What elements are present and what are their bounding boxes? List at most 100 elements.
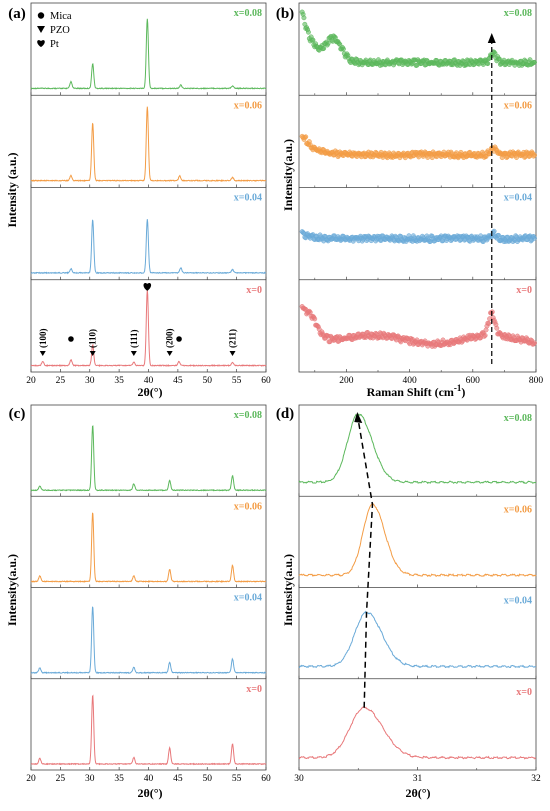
annotation-triangle — [39, 351, 46, 356]
mica-marker — [68, 336, 74, 342]
panel-label: (a) — [8, 6, 26, 22]
x-tick-label: 600 — [466, 376, 481, 386]
legend-label: PZO — [50, 25, 70, 36]
data-point — [494, 325, 500, 331]
series-label: x=0.04 — [504, 193, 532, 204]
annotation-triangle — [130, 351, 137, 356]
data-point — [532, 340, 537, 346]
series-line-x=0.04 — [30, 606, 267, 675]
series-points-x=0.04 — [299, 228, 537, 245]
x-tick-label: 55 — [232, 376, 242, 386]
series-label: x=0.08 — [504, 413, 532, 424]
series-points-x=0.08 — [299, 9, 537, 69]
series-line-x=0.06 — [30, 106, 267, 183]
y-axis-title: Intensity(a.u.) — [5, 554, 19, 626]
series-label: x=0.04 — [234, 193, 262, 204]
series-label: x=0 — [246, 285, 262, 296]
data-point — [532, 59, 537, 65]
series-line-x=0.08 — [30, 18, 267, 90]
legend-marker-triangle — [37, 26, 45, 33]
y-axis-title: Intensity(a.u.) — [281, 139, 295, 211]
series-points-x=0.06 — [299, 133, 537, 161]
annotation-label: (110) — [88, 329, 98, 348]
x-tick-label: 50 — [203, 376, 213, 386]
x-tick-label: 45 — [173, 774, 183, 784]
x-tick-label: 800 — [529, 376, 544, 386]
x-tick-label: 20 — [26, 774, 36, 784]
series-line-x=0 — [298, 706, 537, 760]
series-label: x=0.06 — [504, 504, 532, 515]
series-line-x=0.08 — [298, 413, 537, 484]
data-point — [482, 332, 488, 338]
series-line-x=0 — [30, 694, 267, 766]
data-point — [321, 46, 327, 51]
mica-marker — [176, 336, 182, 342]
x-tick-label: 50 — [203, 774, 213, 784]
series-label: x=0.04 — [234, 593, 262, 604]
panel-label: (c) — [9, 406, 26, 422]
data-point — [325, 40, 331, 46]
x-tick-label: 60 — [261, 376, 271, 386]
x-tick-label: 40 — [144, 376, 154, 386]
series-label: x=0.08 — [234, 410, 262, 421]
series-line-x=0.08 — [30, 425, 267, 492]
data-point — [527, 57, 533, 63]
series-points-x=0 — [299, 304, 537, 349]
x-tick-label: 35 — [114, 376, 124, 386]
series-label: x=0 — [516, 687, 532, 698]
data-point — [305, 29, 311, 35]
series-label: x=0.06 — [234, 501, 262, 512]
arrow-head — [487, 33, 496, 43]
x-tick-label: 35 — [114, 774, 124, 784]
x-tick-label: 20 — [26, 376, 36, 386]
x-tick-label: 32 — [531, 774, 541, 784]
data-point — [497, 56, 502, 62]
legend-marker-heart — [37, 40, 45, 47]
arrow-head — [354, 411, 363, 423]
data-point — [491, 228, 497, 234]
series-line-x=0.04 — [298, 610, 537, 669]
legend-label: Pt — [50, 39, 59, 50]
y-axis-title: Intensity (a.u.) — [5, 152, 19, 227]
x-tick-label: 45 — [173, 376, 183, 386]
annotation-triangle — [166, 351, 173, 356]
data-point — [483, 327, 489, 333]
x-tick-label: 30 — [85, 376, 95, 386]
series-line-x=0 — [30, 289, 267, 368]
data-point — [303, 134, 309, 140]
data-point — [485, 61, 491, 67]
x-tick-label: 25 — [56, 774, 66, 784]
data-point — [492, 50, 498, 56]
data-point — [514, 155, 519, 160]
x-tick-label: 30 — [85, 774, 95, 784]
annotation-label: (200) — [165, 329, 175, 349]
annotation-label: (111) — [129, 329, 139, 348]
annotation-triangle — [229, 351, 236, 356]
series-label: x=0.08 — [234, 8, 262, 19]
x-tick-label: 25 — [56, 376, 66, 386]
x-axis-title: 2θ(°) — [137, 385, 162, 399]
panel-label: (b) — [276, 6, 294, 22]
series-line-x=0.06 — [298, 503, 537, 577]
panel-label: (d) — [276, 406, 294, 422]
data-point — [337, 41, 343, 47]
data-point — [310, 37, 316, 43]
dashed-arrow — [357, 419, 374, 708]
data-point — [301, 15, 307, 21]
pt-marker — [143, 282, 152, 291]
series-label: x=0 — [246, 684, 262, 695]
x-axis-title: 2θ(°) — [137, 786, 162, 800]
data-point — [486, 321, 492, 326]
series-label: x=0.08 — [504, 8, 532, 19]
x-axis-title: 2θ(°) — [405, 786, 430, 800]
data-point — [312, 316, 318, 322]
data-point — [496, 232, 502, 238]
x-tick-label: 31 — [413, 774, 423, 784]
series-label: x=0.06 — [234, 100, 262, 111]
annotation-triangle — [89, 351, 96, 356]
data-point — [532, 235, 537, 241]
series-label: x=0.06 — [504, 100, 532, 111]
legend-marker-circle — [37, 12, 45, 19]
x-tick-label: 30 — [294, 774, 304, 784]
x-axis-title: Raman Shift (cm-1) — [367, 383, 466, 399]
